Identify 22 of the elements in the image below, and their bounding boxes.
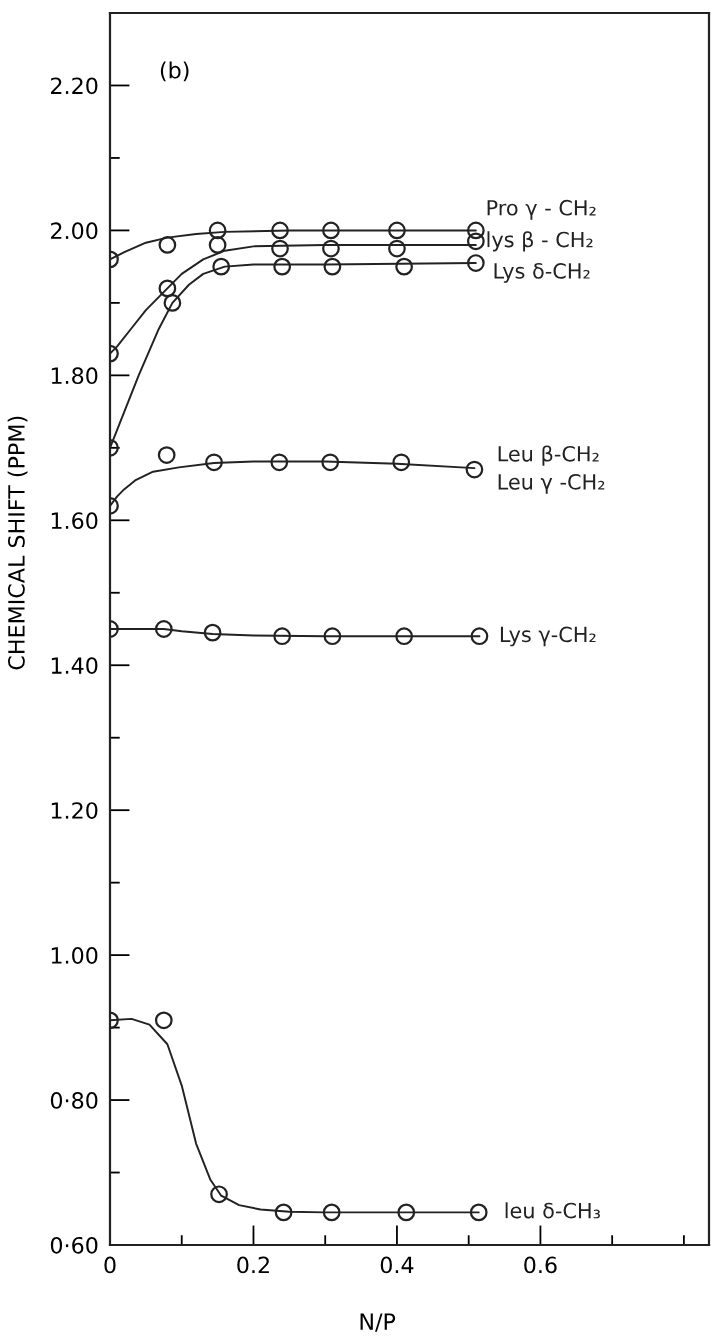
y-tick-label: 1.20 — [51, 802, 98, 819]
series-label: Lys γ-CH₂ — [500, 626, 596, 647]
series-label: lys β - CH₂ — [487, 231, 593, 252]
series-label: leu δ-CH₃ — [505, 1202, 600, 1219]
y-tick-label: 1.80 — [51, 367, 98, 385]
annotation: (b) — [160, 61, 189, 82]
y-tick-label: 1.60 — [51, 512, 98, 530]
x-tick-label: 0.2 — [237, 1256, 269, 1274]
y-tick-label: 0·80 — [50, 1092, 98, 1109]
series-label: Lys δ-CH₂ — [494, 263, 590, 283]
y-tick-label: 0·60 — [50, 1236, 98, 1254]
y-tick-label: 1.40 — [51, 657, 98, 674]
series-label: Leu β-CH₂ Leu γ -CH₂ — [498, 445, 605, 494]
x-tick-label: 0.6 — [524, 1256, 557, 1274]
x-tick-label: 0.4 — [380, 1256, 414, 1274]
y-tick-label: 2.00 — [51, 222, 98, 240]
y-axis-title: CHEMICAL SHIFT (PPM) — [7, 416, 28, 670]
x-tick-label: 0 — [104, 1256, 116, 1274]
x-axis-title: N/P — [360, 1313, 396, 1332]
y-tick-label: 1.00 — [51, 947, 98, 964]
series-label: Pro γ - CH₂ — [487, 199, 596, 220]
y-tick-label: 2.20 — [51, 77, 98, 95]
